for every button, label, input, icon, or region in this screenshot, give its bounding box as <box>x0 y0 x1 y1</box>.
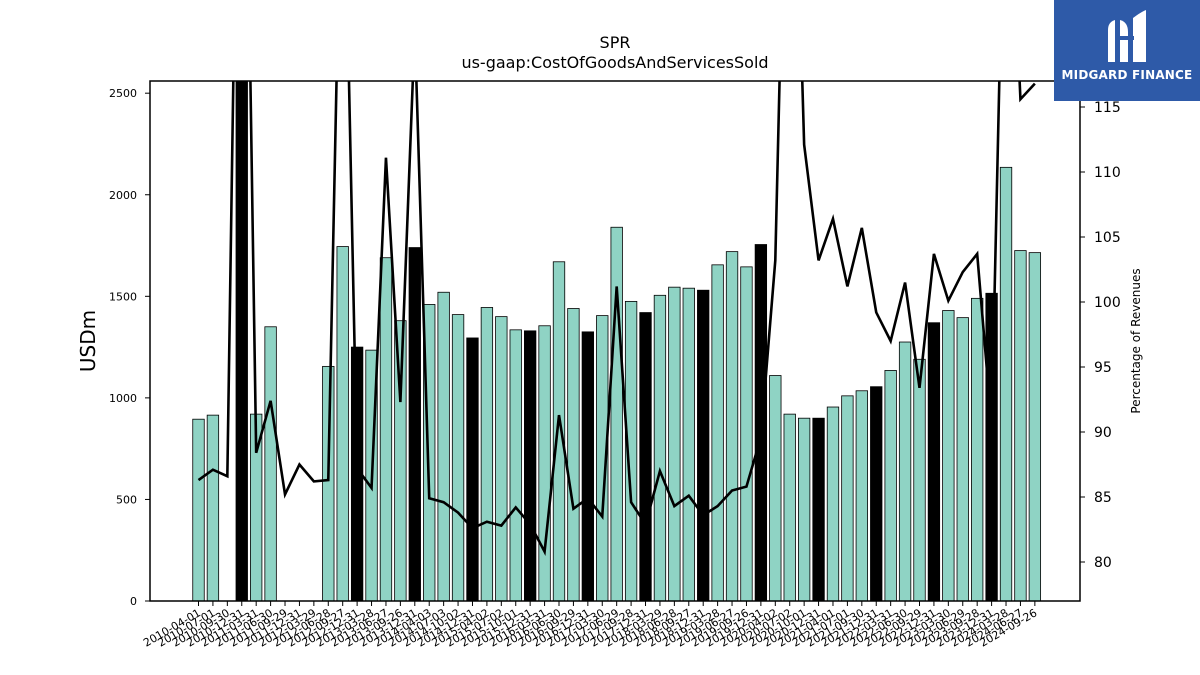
bar-2015-12-31 <box>524 330 537 601</box>
bar-2017-09-28 <box>624 300 638 601</box>
bar-2014-07-03 <box>437 291 450 601</box>
brand-logo: MIDGARD FINANCE <box>1054 0 1200 101</box>
y-axis-left: 0 500 1000 1500 2000 2500 <box>109 87 150 608</box>
bar-2020-12-31 <box>812 417 825 601</box>
midgard-m-icon <box>1108 10 1146 62</box>
y-tick-label: 2000 <box>109 189 137 202</box>
y2-tick-label: 95 <box>1094 360 1112 376</box>
brand-name: MIDGARD FINANCE <box>1061 68 1193 82</box>
bar-2017-06-29 <box>610 226 623 601</box>
bar-2012-09-27 <box>336 246 349 601</box>
bar-2016-03-31 <box>538 325 551 601</box>
plot-frame <box>149 80 1081 602</box>
bar-2018-09-27 <box>682 287 695 601</box>
y-axis-label: USDm <box>76 310 100 372</box>
bar-2014-12-31 <box>466 337 479 601</box>
bar-2010-07-01 <box>206 414 220 601</box>
bar-2013-06-27 <box>379 257 393 601</box>
y2-axis-label: Percentage of Revenues <box>1129 268 1143 413</box>
y2-tick-label: 85 <box>1094 490 1112 506</box>
bar-2015-04-02 <box>480 307 494 601</box>
bar-2017-03-30 <box>596 315 609 601</box>
bar-2022-03-31 <box>884 370 897 601</box>
y2-tick-label: 100 <box>1094 295 1121 311</box>
bar-2020-04-02 <box>769 375 782 601</box>
bar-2020-07-02 <box>783 413 796 601</box>
bar-2021-07-01 <box>841 395 854 601</box>
bar-2013-09-26 <box>394 320 407 601</box>
bar-2019-06-27 <box>725 251 739 601</box>
bar-2024-03-28 <box>999 166 1013 601</box>
bar-2017-12-31 <box>639 312 652 601</box>
bar-2018-03-29 <box>653 294 667 601</box>
bar-2013-12-31 <box>408 247 421 601</box>
bar-2022-06-30 <box>898 341 912 601</box>
bar-2022-12-31 <box>927 322 941 601</box>
y2-tick-label: 80 <box>1094 555 1112 571</box>
percentage-line <box>197 81 1036 556</box>
bar-2015-10-01 <box>509 329 522 601</box>
bar-2012-06-28 <box>322 365 335 601</box>
bar-2010-04-01 <box>192 418 205 601</box>
bar-2015-07-02 <box>495 316 508 601</box>
bar-2021-04-01 <box>826 406 840 601</box>
bar-2010-12-31 <box>235 81 248 601</box>
bar-2020-10-01 <box>797 417 811 601</box>
bar-2018-06-28 <box>668 286 681 601</box>
y-tick-label: 500 <box>116 493 137 506</box>
bar-2023-06-29 <box>956 317 969 601</box>
x-axis: 2010-04-012010-07-012010-09-302010-12-31… <box>141 601 1039 650</box>
y2-tick-label: 90 <box>1094 425 1112 441</box>
y2-tick-label: 110 <box>1094 165 1121 181</box>
bar-2023-09-28 <box>971 297 984 601</box>
bar-2016-09-29 <box>567 308 580 601</box>
bar-2021-09-30 <box>855 390 868 601</box>
line-series <box>197 81 1036 556</box>
bar-2014-04-03 <box>423 304 436 601</box>
bar-2016-06-30 <box>552 261 566 601</box>
bar-2011-06-30 <box>264 326 277 601</box>
y-tick-label: 1000 <box>109 392 137 405</box>
bar-2019-03-28 <box>711 264 724 601</box>
bar-2023-12-31 <box>985 292 998 601</box>
bar-2016-12-31 <box>581 331 594 601</box>
bar-2024-09-26 <box>1028 252 1042 601</box>
chart-subtitle: us-gaap:CostOfGoodsAndServicesSold <box>461 53 768 72</box>
y-tick-label: 2500 <box>109 87 137 100</box>
bar-2019-09-26 <box>740 266 753 601</box>
bar-2018-12-31 <box>697 289 710 601</box>
y-tick-label: 1500 <box>109 290 137 303</box>
y2-tick-label: 115 <box>1094 100 1121 116</box>
y-axis-right: 80 85 90 95 100 105 110 115 <box>1080 100 1121 571</box>
bar-2024-06-27 <box>1014 250 1027 601</box>
bar-2014-10-02 <box>451 314 465 601</box>
y2-tick-label: 105 <box>1094 230 1121 246</box>
bar-series <box>192 81 1042 601</box>
bar-2022-09-29 <box>913 358 926 601</box>
bar-2021-12-31 <box>870 386 883 601</box>
y-tick-label: 0 <box>130 595 137 608</box>
bar-2023-03-30 <box>942 310 955 601</box>
chart-title: SPR <box>600 33 631 52</box>
